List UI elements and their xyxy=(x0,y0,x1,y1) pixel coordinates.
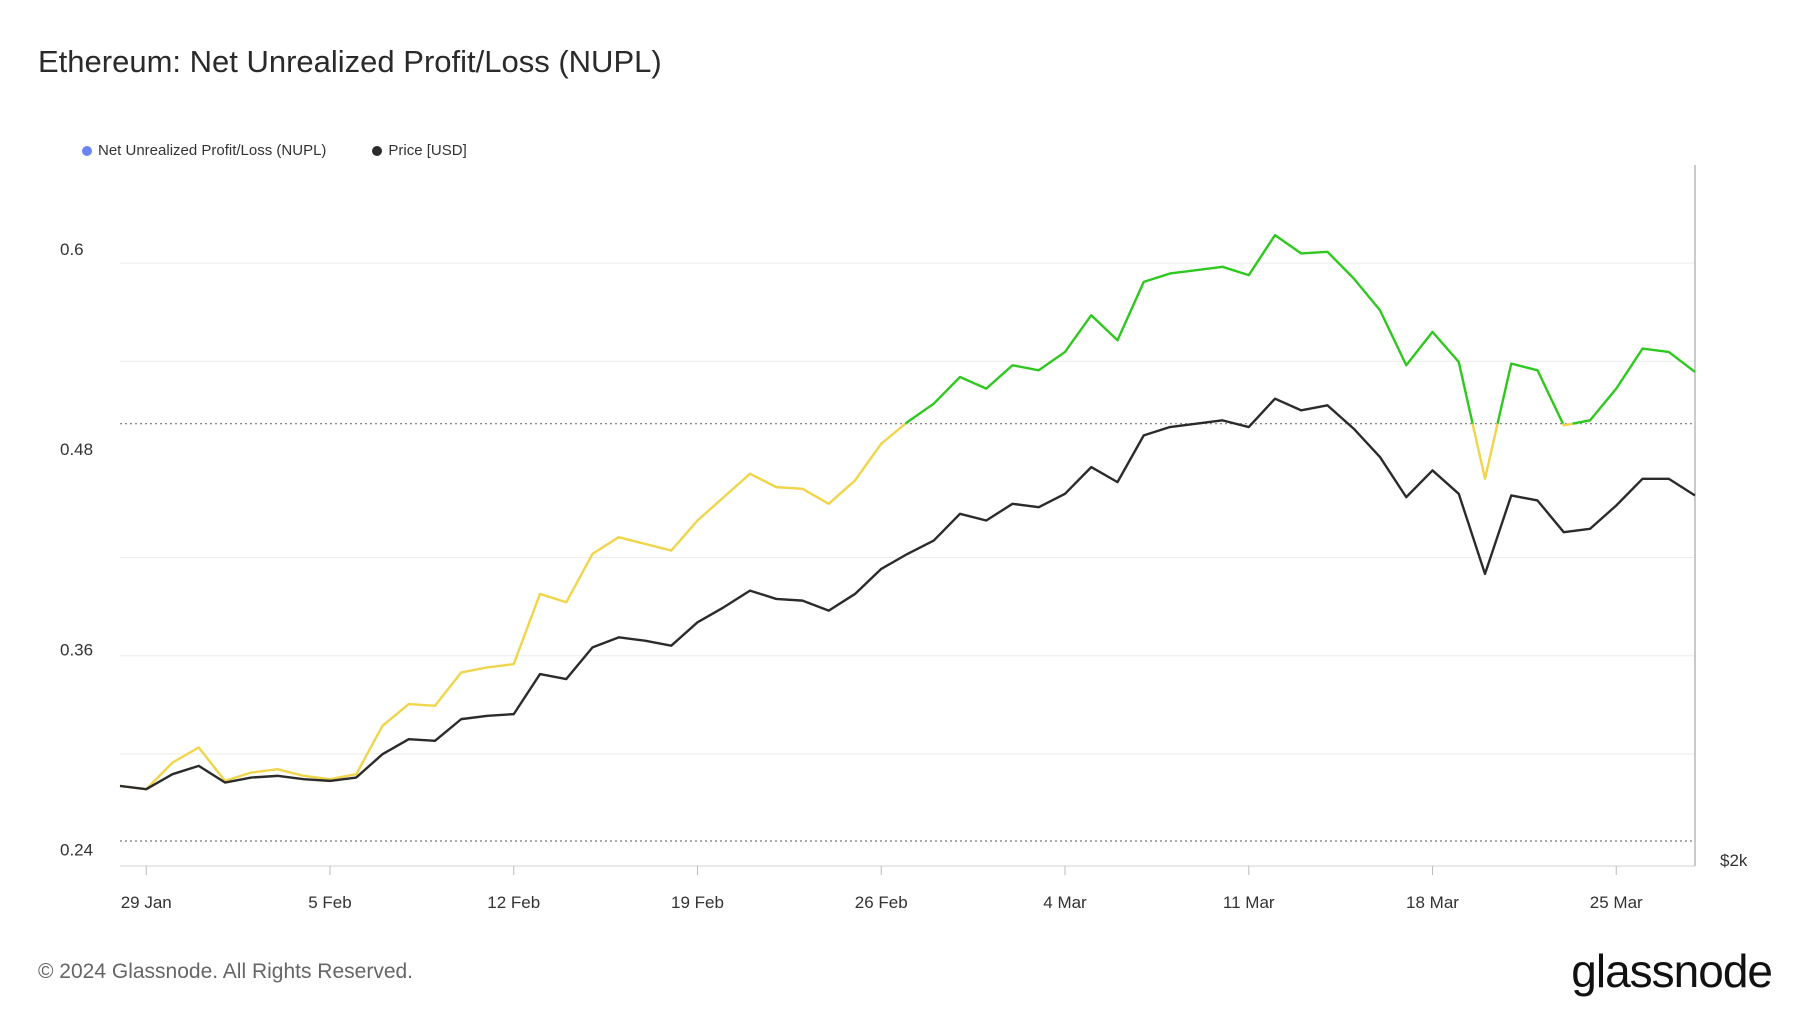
x-tick-label: 19 Feb xyxy=(671,893,724,912)
price-dot-icon xyxy=(372,145,383,156)
nupl-line-segment-0[interactable] xyxy=(119,422,907,791)
legend-item-price[interactable]: Price [USD] xyxy=(372,142,467,159)
nupl-line-segment-2[interactable] xyxy=(1471,423,1499,480)
glassnode-logo: glassnode xyxy=(1571,945,1773,997)
price-line[interactable] xyxy=(119,397,1696,791)
chart-title: Ethereum: Net Unrealized Profit/Loss (NU… xyxy=(38,44,662,79)
x-tick-label: 11 Mar xyxy=(1223,893,1275,912)
right-axis-label: $2k xyxy=(1720,851,1748,870)
nupl-line-segment-3[interactable] xyxy=(1496,362,1565,425)
nupl-line-segment-1[interactable] xyxy=(904,233,1474,425)
nupl-dot-icon xyxy=(82,145,92,156)
nupl-line-segment-4[interactable] xyxy=(1561,422,1573,427)
y-tick-label: 0.48 xyxy=(60,440,93,459)
x-tick-label: 18 Mar xyxy=(1406,893,1459,912)
x-tick-label: 12 Feb xyxy=(487,893,540,912)
y-tick-label: 0.36 xyxy=(60,640,93,659)
x-tick-label: 4 Mar xyxy=(1043,893,1087,912)
copyright: © 2024 Glassnode. All Rights Reserved. xyxy=(38,960,414,983)
legend: Net Unrealized Profit/Loss (NUPL) Price … xyxy=(82,142,467,159)
legend-item-nupl[interactable]: Net Unrealized Profit/Loss (NUPL) xyxy=(82,142,326,159)
x-tick-label: 29 Jan xyxy=(121,893,172,912)
nupl-line-segment-5[interactable] xyxy=(1572,347,1696,425)
y-tick-label: 0.24 xyxy=(60,841,93,860)
y-tick-label: 0.6 xyxy=(60,240,84,259)
legend-label-nupl: Net Unrealized Profit/Loss (NUPL) xyxy=(98,142,327,159)
x-tick-label: 25 Mar xyxy=(1590,893,1643,912)
x-tick-label: 26 Feb xyxy=(855,893,908,912)
legend-label-price: Price [USD] xyxy=(388,142,467,159)
x-tick-label: 5 Feb xyxy=(308,893,351,912)
